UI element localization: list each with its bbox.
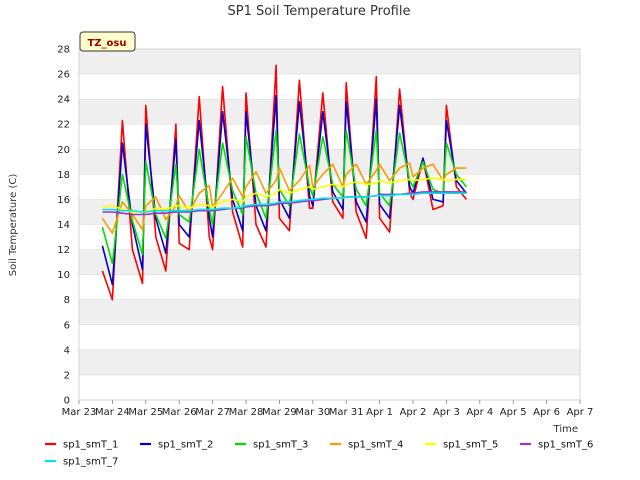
y-tick-label: 20 [57, 145, 70, 156]
series-line-sp1_smT_3 [101, 129, 468, 265]
grid-band [79, 99, 580, 125]
y-axis-label: Soil Temperature (C) [8, 174, 19, 277]
grid-band [79, 49, 580, 75]
y-tick-label: 0 [64, 396, 70, 407]
legend-label: sp1_smT_1 [63, 440, 118, 451]
legend: sp1_smT_1 sp1_smT_2 sp1_smT_3 sp1_smT_4 sp1_… [45, 440, 593, 468]
x-tick-label: Mar 24 [95, 407, 130, 418]
x-tick-label: Apr 1 [366, 407, 393, 418]
x-tick-label: Mar 31 [329, 407, 364, 418]
x-tick-label: Mar 26 [162, 407, 197, 418]
y-tick-label: 24 [57, 95, 70, 106]
x-tick-label: Apr 7 [567, 407, 594, 418]
grid-band [79, 299, 580, 325]
y-tick-label: 4 [64, 345, 70, 356]
y-tick-label: 14 [57, 220, 70, 231]
legend-label: sp1_smT_3 [253, 440, 308, 451]
annotation-tag: TZ_osu [79, 31, 136, 52]
x-axis-label: Time [553, 424, 578, 435]
x-tick-label: Apr 4 [466, 407, 493, 418]
y-tick-label: 28 [57, 45, 70, 56]
annotation-box [79, 31, 136, 52]
y-tick-label: 10 [57, 270, 70, 281]
y-tick-label: 8 [64, 295, 70, 306]
annotation-text: TZ_osu [87, 38, 126, 49]
series-line-sp1_smT_5 [102, 177, 467, 213]
y-tick-label: 18 [57, 170, 70, 181]
legend-label: sp1_smT_5 [443, 440, 498, 451]
grid-band [79, 349, 580, 375]
x-tick-label: Mar 28 [229, 407, 264, 418]
y-tick-label: 26 [57, 70, 70, 81]
x-tick-label: Apr 3 [433, 407, 460, 418]
legend-label: sp1_smT_4 [348, 440, 403, 451]
x-tick-label: Mar 27 [195, 407, 230, 418]
x-tick-label: Mar 25 [128, 407, 163, 418]
x-tick-label: Mar 23 [62, 407, 97, 418]
y-tick-label: 12 [57, 245, 70, 256]
x-tick-label: Apr 6 [533, 407, 560, 418]
y-tick-label: 2 [64, 370, 70, 381]
plot-border [78, 48, 581, 401]
series-line-sp1_smT_6 [102, 191, 467, 216]
y-tick-label: 16 [57, 195, 70, 206]
legend-label: sp1_smT_2 [158, 440, 213, 451]
y-tick-label: 6 [64, 320, 70, 331]
legend-label: sp1_smT_6 [538, 440, 593, 451]
series-line-sp1_smT_7 [102, 192, 467, 213]
data-series [101, 64, 468, 301]
chart-title: SP1 Soil Temperature Profile [228, 4, 411, 19]
series-line-sp1_smT_4 [101, 162, 467, 235]
y-tick-label: 22 [57, 120, 70, 131]
legend-label: sp1_smT_7 [63, 457, 118, 468]
x-tick-label: Apr 2 [400, 407, 427, 418]
x-tick-label: Apr 5 [500, 407, 527, 418]
grid-band [79, 249, 580, 275]
x-tick-label: Mar 29 [262, 407, 297, 418]
x-tick-label: Mar 30 [295, 407, 330, 418]
